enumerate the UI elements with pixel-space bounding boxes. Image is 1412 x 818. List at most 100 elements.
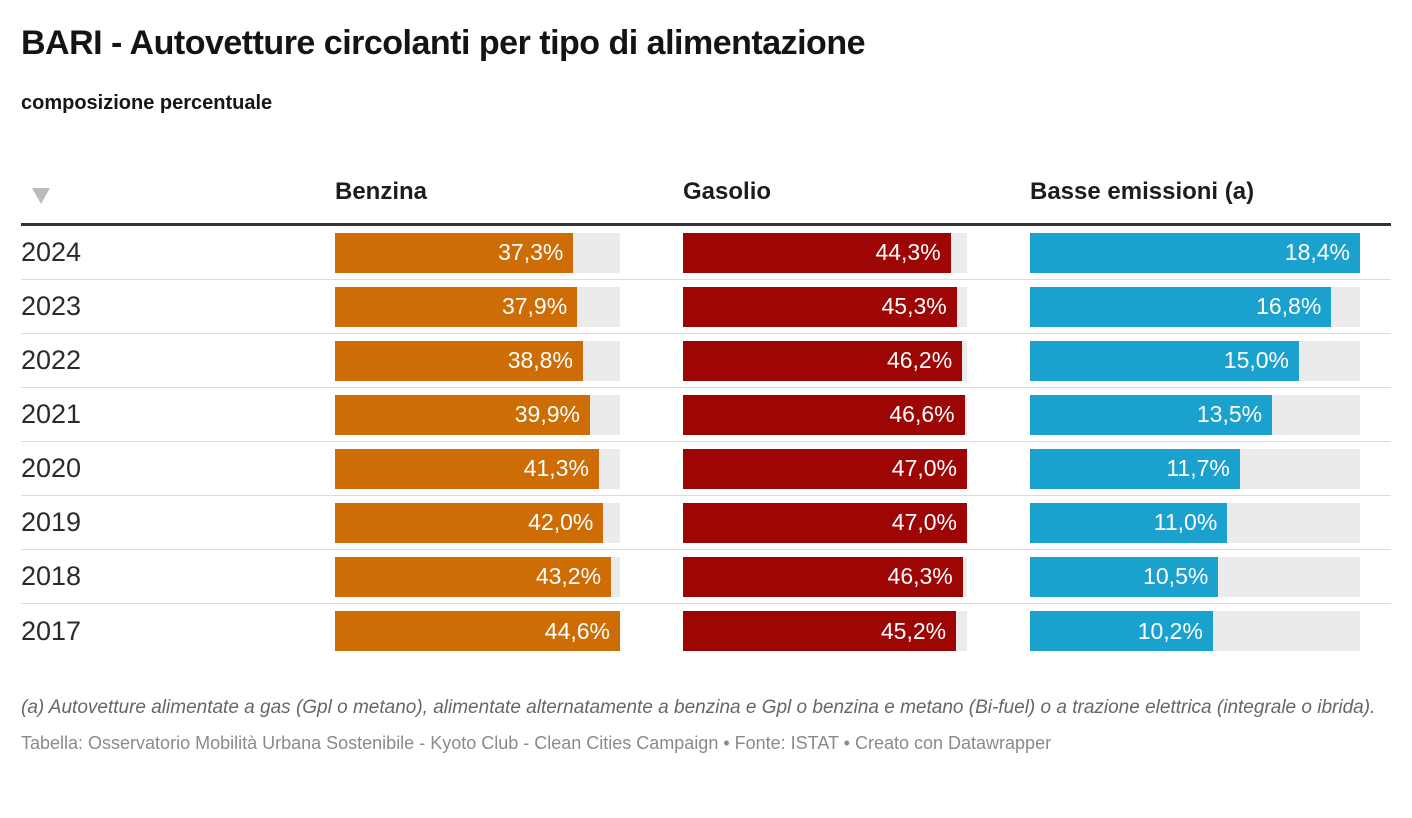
bar-value-label: 13,5% — [1196, 401, 1263, 428]
bar-value-label: 37,9% — [501, 293, 568, 320]
benzina-bar: 38,8% — [335, 340, 583, 381]
bar-value-label: 45,2% — [880, 617, 947, 644]
table-row: 2021 39,9% 46,6% 13,5% — [21, 388, 1391, 443]
benzina-bar: 42,0% — [335, 502, 604, 543]
bar-value-label: 11,0% — [1153, 509, 1218, 536]
table-row: 2017 44,6% 45,2% 10,2% — [21, 604, 1391, 658]
gasolio-bar-track: 47,0% — [683, 502, 967, 543]
basse-bar: 16,8% — [1030, 286, 1332, 327]
gasolio-bar: 46,6% — [683, 394, 965, 435]
benzina-bar-track: 38,8% — [335, 340, 620, 381]
row-year-label: 2019 — [21, 507, 82, 538]
page-title: BARI - Autovetture circolanti per tipo d… — [21, 24, 866, 62]
column-header-basse-emissioni[interactable]: Basse emissioni (a) — [1030, 178, 1255, 206]
column-header-year[interactable] — [21, 188, 335, 206]
row-year-label: 2024 — [21, 237, 82, 268]
column-header-gasolio[interactable]: Gasolio — [683, 178, 772, 206]
table-row: 2023 37,9% 45,3% 16,8% — [21, 280, 1391, 335]
basse-bar-track: 11,7% — [1030, 448, 1360, 489]
gasolio-bar: 45,2% — [683, 611, 957, 652]
basse-bar-track: 15,0% — [1030, 340, 1360, 381]
benzina-bar: 44,6% — [335, 611, 620, 652]
basse-bar: 10,5% — [1030, 556, 1219, 597]
row-year-label: 2021 — [21, 399, 82, 430]
gasolio-bar: 44,3% — [683, 232, 951, 273]
gasolio-bar-track: 46,3% — [683, 556, 967, 597]
benzina-bar: 37,3% — [335, 232, 574, 273]
column-header-benzina[interactable]: Benzina — [335, 178, 428, 206]
bar-value-label: 43,2% — [535, 563, 602, 590]
bar-value-label: 10,5% — [1143, 563, 1209, 590]
gasolio-bar: 46,2% — [683, 340, 963, 381]
row-year-label: 2020 — [21, 453, 82, 484]
page-subtitle: composizione percentuale — [21, 92, 273, 115]
bar-value-label: 18,4% — [1284, 239, 1350, 266]
benzina-bar-track: 41,3% — [335, 448, 620, 489]
table-body: 2024 37,3% 44,3% 18,4% 2023 37,9% 45,3% 16,8% 20… — [21, 226, 1391, 658]
benzina-bar-track: 39,9% — [335, 394, 620, 435]
basse-bar: 15,0% — [1030, 340, 1300, 381]
gasolio-bar: 45,3% — [683, 286, 957, 327]
basse-bar: 11,0% — [1030, 502, 1228, 543]
benzina-bar: 39,9% — [335, 394, 590, 435]
benzina-bar: 43,2% — [335, 556, 612, 597]
table-row: 2019 42,0% 47,0% 11,0% — [21, 496, 1391, 551]
gasolio-bar-track: 47,0% — [683, 448, 967, 489]
gasolio-bar-track: 44,3% — [683, 232, 967, 273]
gasolio-bar-track: 45,3% — [683, 286, 967, 327]
source-line: Tabella: Osservatorio Mobilità Urbana So… — [21, 732, 1052, 753]
bar-value-label: 42,0% — [528, 509, 594, 536]
row-year-label: 2018 — [21, 561, 82, 592]
bar-value-label: 46,2% — [886, 347, 953, 374]
benzina-bar-track: 37,3% — [335, 232, 620, 273]
sort-descending-icon[interactable] — [32, 188, 50, 205]
basse-bar-track: 10,5% — [1030, 556, 1360, 597]
table-header-row: Benzina Gasolio Basse emissioni (a) — [21, 178, 1391, 227]
gasolio-bar: 47,0% — [683, 448, 967, 489]
row-year-label: 2023 — [21, 291, 82, 322]
benzina-bar-track: 43,2% — [335, 556, 620, 597]
bar-value-label: 44,6% — [544, 617, 610, 644]
basse-bar-track: 16,8% — [1030, 286, 1360, 327]
gasolio-bar-track: 45,2% — [683, 611, 967, 652]
bar-value-label: 45,3% — [881, 293, 947, 320]
basse-bar: 11,7% — [1030, 448, 1240, 489]
bar-value-label: 47,0% — [891, 509, 957, 536]
bar-value-label: 16,8% — [1256, 293, 1322, 320]
table-row: 2018 43,2% 46,3% 10,5% — [21, 550, 1391, 605]
bar-value-label: 15,0% — [1223, 347, 1290, 374]
gasolio-bar: 46,3% — [683, 556, 963, 597]
table-row: 2020 41,3% 47,0% 11,7% — [21, 442, 1391, 497]
benzina-bar-track: 37,9% — [335, 286, 620, 327]
basse-bar: 13,5% — [1030, 394, 1273, 435]
footnote: (a) Autovetture alimentate a gas (Gpl o … — [21, 697, 1376, 719]
row-year-label: 2017 — [21, 615, 82, 646]
bar-value-label: 41,3% — [523, 455, 589, 482]
table-row: 2024 37,3% 44,3% 18,4% — [21, 226, 1391, 281]
bar-value-label: 46,6% — [889, 401, 955, 428]
bar-value-label: 10,2% — [1137, 617, 1203, 644]
basse-bar-track: 10,2% — [1030, 611, 1360, 652]
bar-value-label: 44,3% — [875, 239, 941, 266]
benzina-bar-track: 44,6% — [335, 611, 620, 652]
basse-bar-track: 11,0% — [1030, 502, 1360, 543]
bar-value-label: 39,9% — [514, 401, 580, 428]
row-year-label: 2022 — [21, 345, 82, 376]
bar-value-label: 38,8% — [507, 347, 573, 374]
basse-bar: 18,4% — [1030, 232, 1360, 273]
table-row: 2022 38,8% 46,2% 15,0% — [21, 334, 1391, 389]
bar-value-label: 46,3% — [887, 563, 953, 590]
bar-value-label: 47,0% — [891, 455, 957, 482]
basse-bar: 10,2% — [1030, 611, 1213, 652]
gasolio-bar: 47,0% — [683, 502, 967, 543]
bar-value-label: 11,7% — [1166, 455, 1230, 482]
gasolio-bar-track: 46,6% — [683, 394, 967, 435]
benzina-bar: 41,3% — [335, 448, 599, 489]
basse-bar-track: 18,4% — [1030, 232, 1360, 273]
benzina-bar: 37,9% — [335, 286, 578, 327]
benzina-bar-track: 42,0% — [335, 502, 620, 543]
bar-value-label: 37,3% — [498, 239, 564, 266]
gasolio-bar-track: 46,2% — [683, 340, 967, 381]
basse-bar-track: 13,5% — [1030, 394, 1360, 435]
